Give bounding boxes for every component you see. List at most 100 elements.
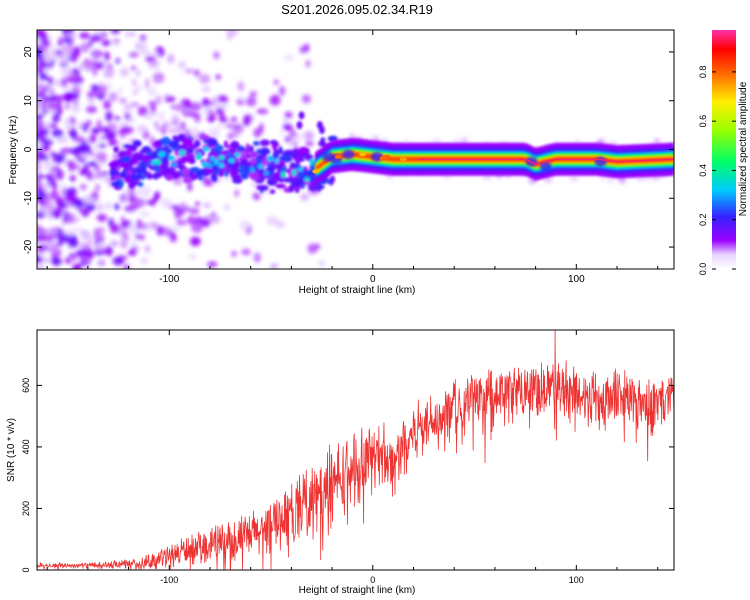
noise-blob [71, 91, 80, 100]
spectrogram-y-label: Frequency (Hz) [8, 116, 19, 185]
noise-blob [105, 245, 113, 257]
noise-blob [569, 176, 579, 181]
noise-blob [41, 139, 54, 146]
noise-blob [136, 219, 142, 230]
noise-blob [97, 202, 103, 212]
signal-blob [194, 139, 201, 148]
noise-blob [90, 34, 102, 42]
noise-blob [609, 141, 616, 146]
noise-blob [239, 220, 250, 231]
signal-blob [218, 171, 225, 177]
ridge-hotspot [334, 154, 342, 159]
x-tick-label: -100 [160, 575, 178, 585]
noise-blob [237, 81, 245, 92]
signal-blob [271, 144, 278, 151]
noise-blob [252, 192, 261, 201]
ridge-band [312, 137, 674, 186]
noise-blob [37, 68, 44, 75]
colorbar-tick-label: 0.2 [698, 213, 708, 226]
signal-blob [276, 164, 283, 171]
noise-blob [78, 62, 85, 71]
noise-blob [173, 115, 179, 125]
noise-blob [71, 46, 82, 52]
signal-blob [274, 176, 279, 182]
noise-blob [37, 46, 44, 56]
noise-blob [207, 261, 218, 267]
signal-blob [162, 146, 167, 154]
noise-blob [482, 175, 490, 180]
snr-series [37, 330, 674, 570]
signal-blob [318, 125, 325, 134]
signal-hotspot [218, 162, 225, 169]
noise-blob [99, 126, 112, 133]
signal-hotspot [207, 162, 213, 169]
noise-blob [108, 91, 118, 103]
noise-blob [305, 141, 314, 146]
noise-blob [599, 177, 607, 181]
noise-blob [64, 192, 77, 204]
noise-blob [80, 231, 89, 242]
signal-blob [259, 139, 270, 147]
noise-blob [128, 52, 140, 58]
y-tick-label: 400 [21, 439, 31, 454]
snr-line [37, 330, 674, 570]
noise-blob [127, 223, 140, 234]
signal-blob [190, 166, 200, 173]
colorbar-label: Normalized spectral amplitude [738, 81, 749, 216]
noise-blob [105, 111, 113, 122]
noise-blob [253, 252, 261, 263]
signal-blob [165, 174, 173, 181]
noise-blob [132, 90, 138, 96]
signal-hotspot [209, 156, 215, 162]
noise-blob [97, 259, 106, 267]
noise-blob [66, 161, 71, 166]
y-tick-label: 0 [23, 146, 34, 152]
noise-blob [164, 93, 169, 98]
ridge-break [539, 161, 552, 172]
noise-blob [103, 68, 115, 79]
signal-hotspot [213, 158, 219, 166]
noise-blob [218, 96, 229, 104]
signal-blob [128, 181, 136, 189]
noise-blob [299, 193, 310, 201]
colorbar-tick-label: 0.8 [698, 66, 708, 79]
noise-blob [231, 250, 237, 257]
noise-blob [198, 73, 211, 84]
signal-blob [226, 152, 233, 159]
noise-blob [124, 112, 131, 120]
noise-blob [156, 225, 164, 233]
noise-blob [89, 134, 97, 144]
noise-blob [71, 87, 81, 94]
noise-blob [81, 256, 89, 262]
signal-blob [152, 172, 160, 180]
noise-blob [120, 133, 126, 139]
noise-blob [155, 95, 162, 106]
noise-blob [93, 61, 105, 70]
snr-frame [36, 329, 675, 571]
y-tick-label: 10 [23, 95, 34, 107]
signal-hotspot [168, 155, 175, 161]
signal-blob [305, 181, 312, 186]
noise-blob [110, 223, 121, 234]
noise-blob [141, 48, 151, 56]
signal-blob [268, 165, 275, 174]
noise-blob [42, 234, 55, 242]
noise-blob [51, 128, 64, 138]
noise-blob [59, 184, 68, 189]
noise-blob [55, 207, 64, 212]
noise-blob [284, 111, 293, 119]
noise-blob [38, 127, 50, 137]
noise-blob [187, 216, 196, 225]
colorbar-ticks: 0.0 0.2 0.4 0.6 0.8 [698, 66, 736, 275]
noise-blob [178, 61, 187, 69]
ridge-hotspot [379, 156, 387, 161]
signal-hotspot [197, 152, 202, 159]
noise-blob [174, 209, 182, 219]
noise-blob [215, 74, 221, 80]
signal-blob [320, 137, 326, 142]
noise-blob [50, 256, 62, 266]
signal-blob [158, 163, 166, 170]
noise-blob [69, 175, 76, 182]
noise-blob [93, 228, 99, 239]
